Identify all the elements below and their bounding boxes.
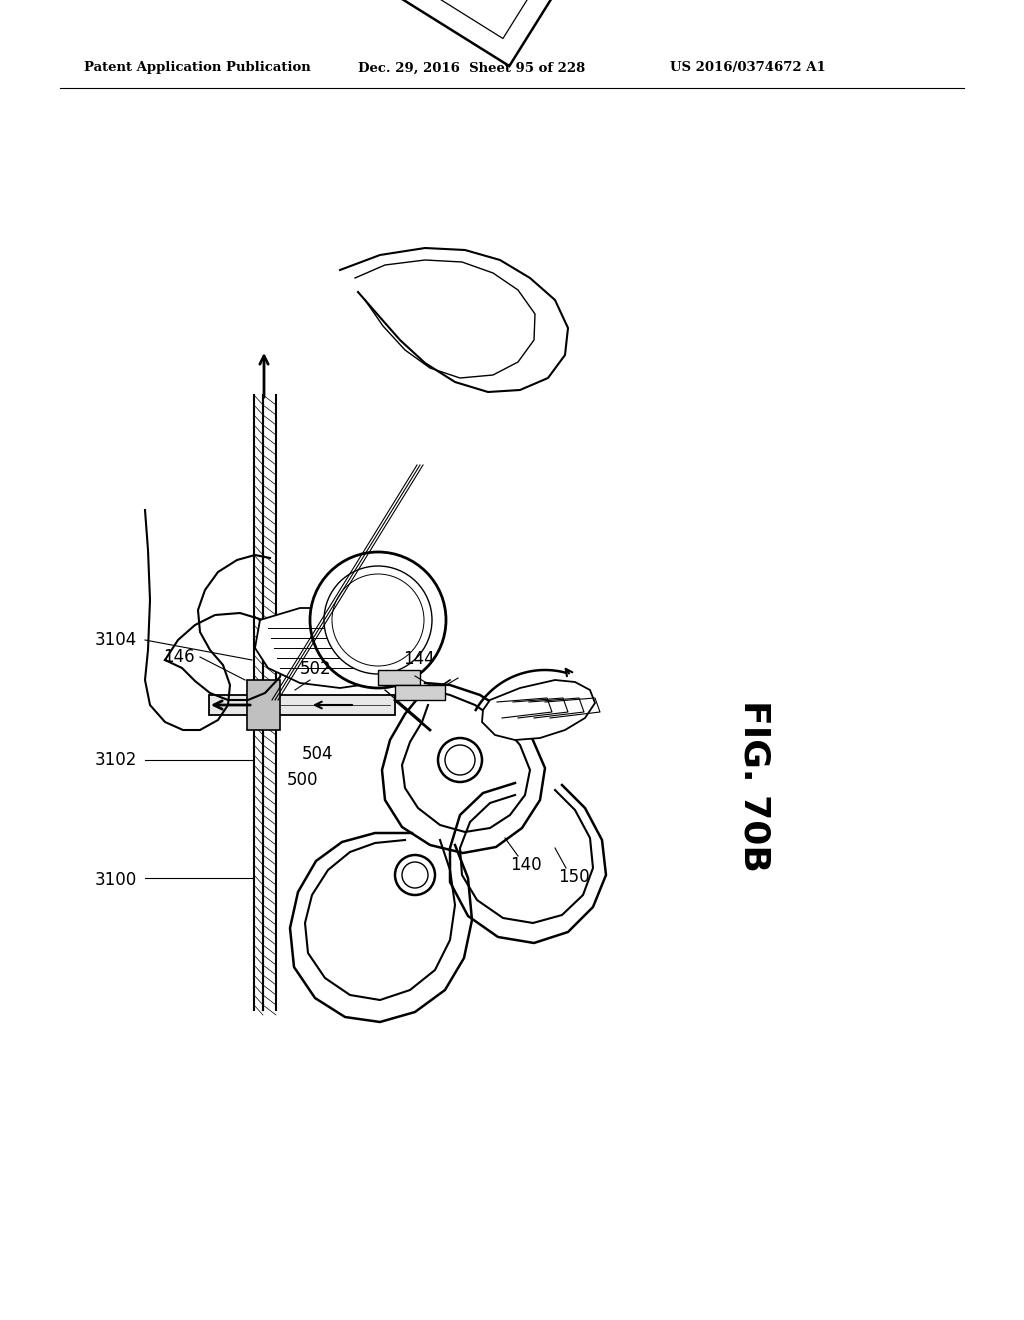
Text: US 2016/0374672 A1: US 2016/0374672 A1 [670,62,825,74]
Circle shape [395,855,435,895]
Polygon shape [174,0,669,66]
Text: 150: 150 [558,869,590,886]
Circle shape [445,744,475,775]
Text: 3104: 3104 [95,631,137,649]
Polygon shape [255,609,395,688]
Polygon shape [395,685,445,700]
Polygon shape [482,680,595,741]
Text: 504: 504 [302,744,334,763]
Circle shape [332,574,424,667]
Text: 500: 500 [287,771,318,789]
Text: Dec. 29, 2016  Sheet 95 of 228: Dec. 29, 2016 Sheet 95 of 228 [358,62,586,74]
Text: Patent Application Publication: Patent Application Publication [84,62,310,74]
Circle shape [438,738,482,781]
Polygon shape [247,680,280,730]
Polygon shape [209,696,395,715]
Text: 3102: 3102 [94,751,137,770]
Circle shape [402,862,428,888]
Text: FIG. 70B: FIG. 70B [738,700,772,873]
Circle shape [324,566,432,675]
Text: 146: 146 [164,648,195,667]
Text: 3100: 3100 [95,871,137,888]
Circle shape [310,552,446,688]
Text: 144: 144 [403,649,434,668]
Text: 140: 140 [510,855,542,874]
Text: 502: 502 [300,660,332,678]
Polygon shape [202,0,641,38]
Polygon shape [378,671,420,685]
